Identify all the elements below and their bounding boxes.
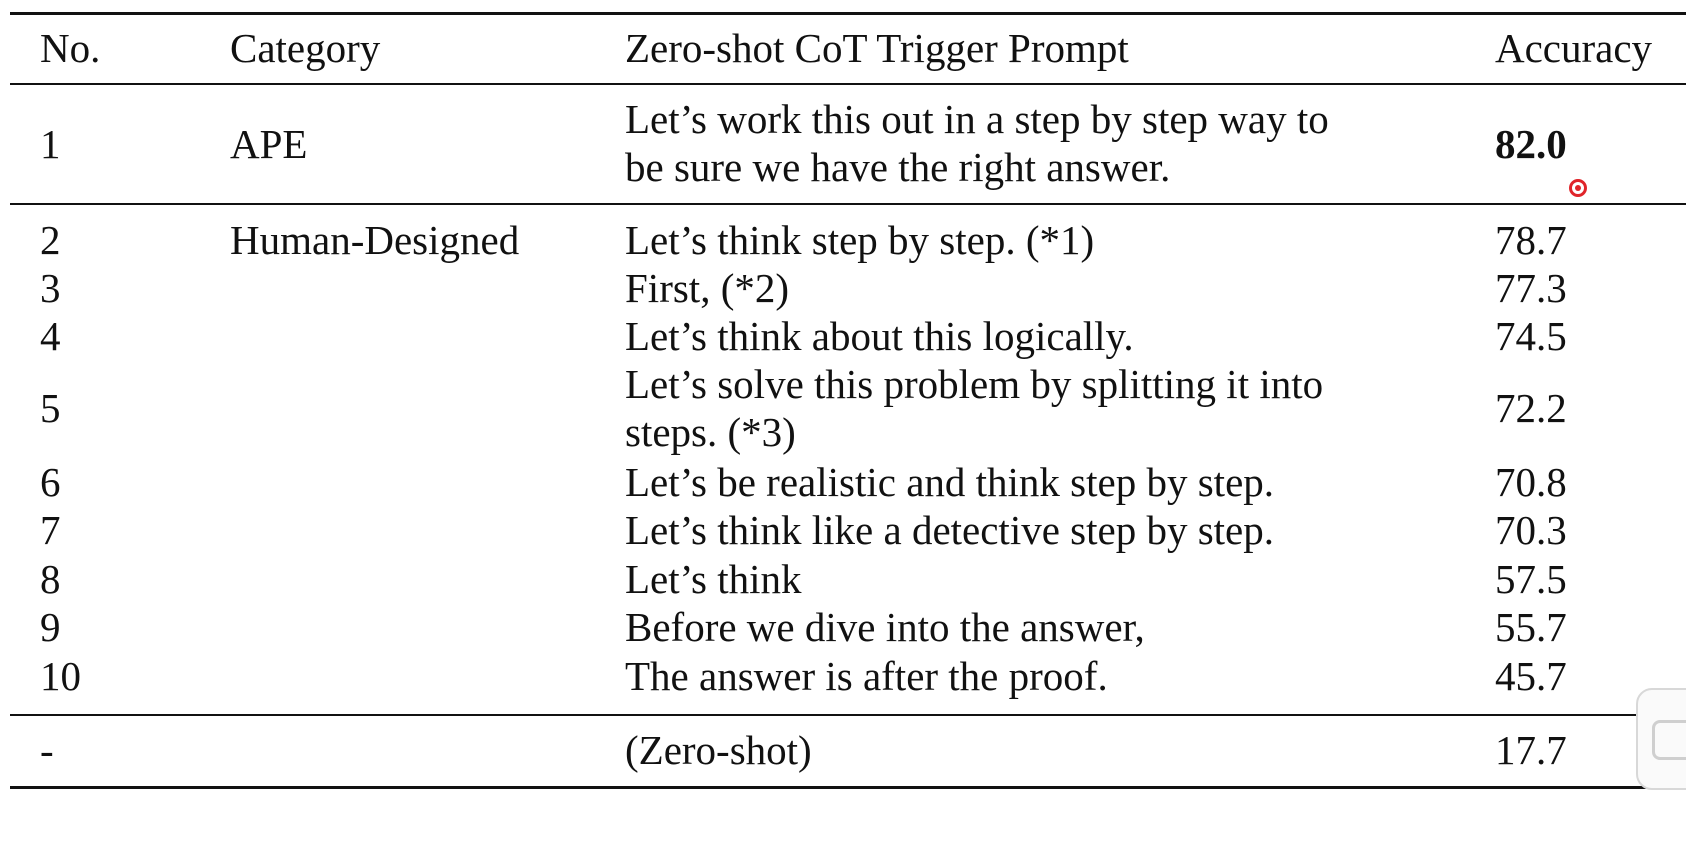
- row-2-category: Human-Designed: [230, 217, 520, 263]
- ape-rule: [10, 203, 1686, 205]
- row-3-accuracy: 77.3: [1495, 265, 1567, 311]
- row-9-prompt: Before we dive into the answer,: [625, 604, 1145, 650]
- row-3-no: 3: [40, 265, 61, 311]
- bottom-rule: [10, 786, 1686, 789]
- record-indicator-icon: [1569, 179, 1587, 197]
- row-4-no: 4: [40, 313, 61, 359]
- row-4-accuracy: 74.5: [1495, 313, 1567, 359]
- row-1-accuracy: 82.0: [1495, 121, 1567, 167]
- row-7-prompt: Let’s think like a detective step by ste…: [625, 507, 1274, 553]
- row-2-accuracy: 78.7: [1495, 217, 1567, 263]
- row-6-prompt: Let’s be realistic and think step by ste…: [625, 459, 1275, 505]
- row-2-prompt: Let’s think step by step. (*1): [625, 217, 1095, 263]
- row-1-prompt-line-1: Let’s work this out in a step by step wa…: [625, 96, 1329, 142]
- row-10-prompt: The answer is after the proof.: [625, 653, 1108, 699]
- baseline-accuracy: 17.7: [1495, 727, 1567, 773]
- row-9-accuracy: 55.7: [1495, 604, 1567, 650]
- row-10-no: 10: [40, 653, 81, 699]
- floating-widget-icon[interactable]: [1636, 688, 1686, 790]
- row-4-prompt: Let’s think about this logically.: [625, 313, 1134, 359]
- header-category: Category: [230, 25, 381, 71]
- row-6-accuracy: 70.8: [1495, 459, 1567, 505]
- row-7-accuracy: 70.3: [1495, 507, 1567, 553]
- row-8-no: 8: [40, 556, 61, 602]
- baseline-no: -: [40, 727, 54, 773]
- row-8-accuracy: 57.5: [1495, 556, 1567, 602]
- header-accuracy: Accuracy: [1495, 25, 1653, 71]
- row-6-no: 6: [40, 459, 61, 505]
- header-rule: [10, 83, 1686, 85]
- top-rule: [10, 12, 1686, 15]
- row-2-no: 2: [40, 217, 61, 263]
- row-5-no: 5: [40, 385, 61, 431]
- baseline-prompt: (Zero-shot): [625, 727, 812, 773]
- header-no: No.: [40, 25, 101, 71]
- row-7-no: 7: [40, 507, 61, 553]
- row-1-category: APE: [230, 121, 308, 167]
- row-5-prompt-line-2: steps. (*3): [625, 409, 796, 455]
- row-1-no: 1: [40, 121, 61, 167]
- row-8-prompt: Let’s think: [625, 556, 802, 602]
- row-5-prompt-line-1: Let’s solve this problem by splitting it…: [625, 361, 1324, 407]
- row-1-prompt-line-2: be sure we have the right answer.: [625, 144, 1171, 190]
- row-10-accuracy: 45.7: [1495, 653, 1567, 699]
- row-9-no: 9: [40, 604, 61, 650]
- row-3-prompt: First, (*2): [625, 265, 789, 311]
- header-prompt: Zero-shot CoT Trigger Prompt: [625, 25, 1129, 71]
- row-5-accuracy: 72.2: [1495, 385, 1567, 431]
- zero-shot-rule: [10, 714, 1686, 716]
